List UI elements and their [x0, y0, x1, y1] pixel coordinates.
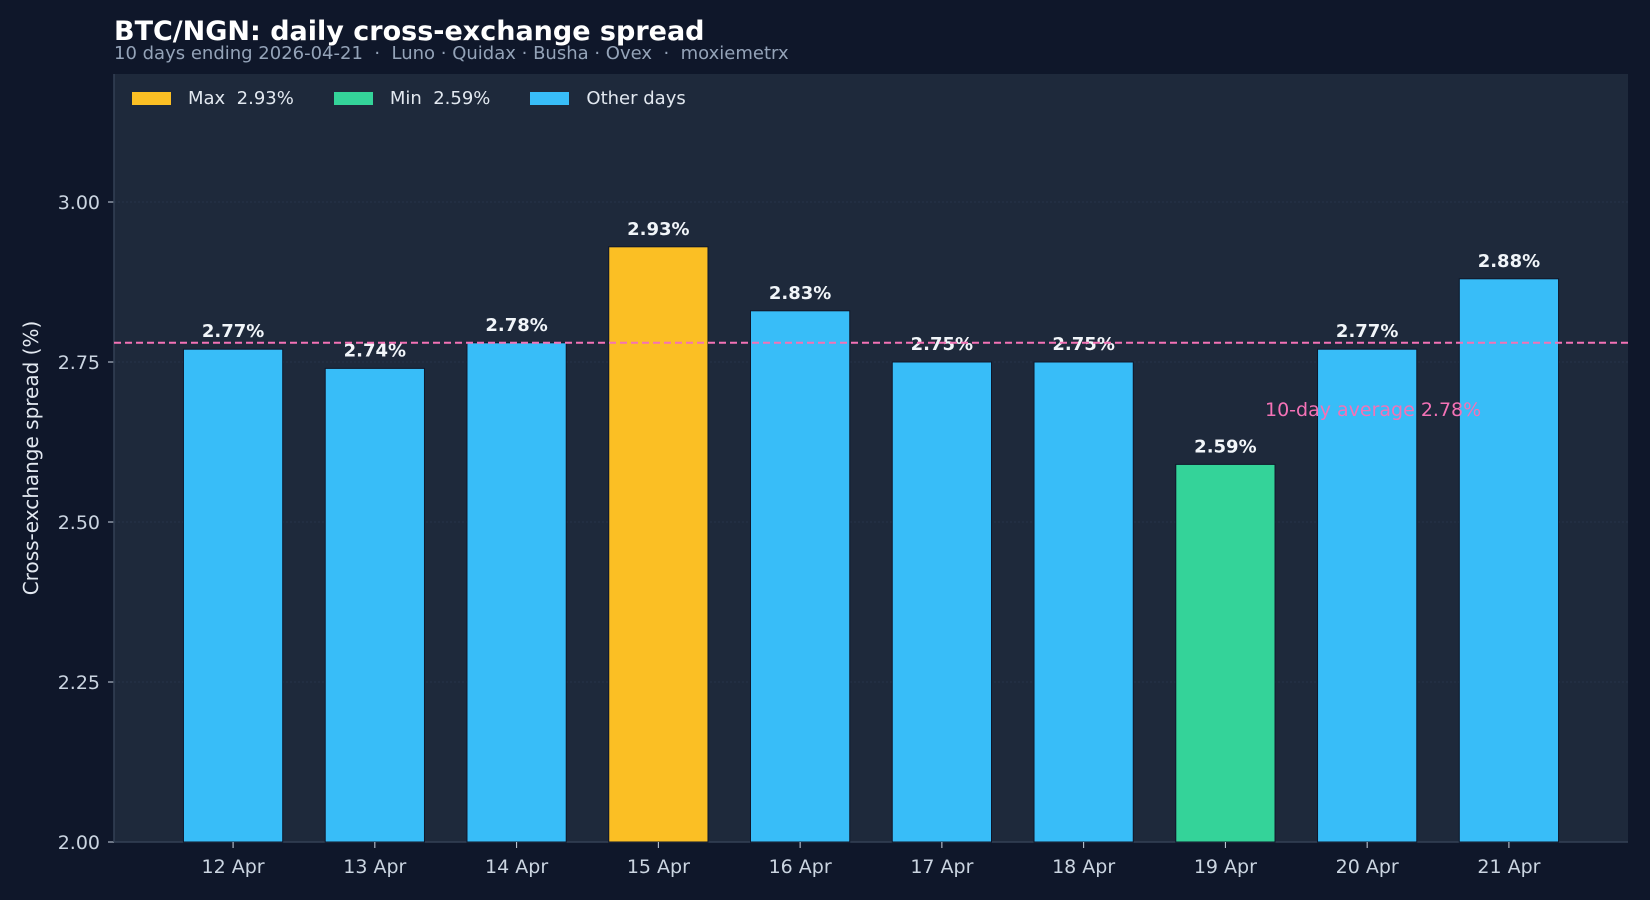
bar-16-apr [750, 310, 851, 843]
chart-title: BTC/NGN: daily cross-exchange spread [114, 16, 705, 47]
bar-18-apr [1033, 361, 1134, 843]
x-tick-label: 16 Apr [769, 856, 832, 878]
average-label: 10-day average 2.78% [1265, 399, 1481, 421]
x-tick-label: 14 Apr [485, 856, 548, 878]
legend-item-max: Max 2.93% [132, 88, 294, 109]
data-label: 2.83% [769, 283, 831, 304]
bar-17-apr [891, 361, 992, 843]
x-tick-label: 18 Apr [1052, 856, 1115, 878]
bar-15-apr [608, 246, 709, 843]
legend-swatch-max [132, 92, 171, 105]
data-label: 2.75% [911, 334, 973, 355]
data-label: 2.74% [344, 340, 406, 361]
bar-19-apr [1175, 463, 1276, 843]
legend-label: Max 2.93% [188, 88, 294, 109]
x-tick-label: 20 Apr [1336, 856, 1399, 878]
x-tick-label: 13 Apr [343, 856, 406, 878]
bar-13-apr [324, 367, 425, 843]
y-tick-label: 2.00 [58, 832, 100, 854]
legend-label: Other days [586, 88, 686, 109]
x-tick-label: 19 Apr [1194, 856, 1257, 878]
legend-swatch-other [530, 92, 570, 105]
chart-subtitle: 10 days ending 2026-04-21 · Luno · Quida… [114, 43, 789, 64]
y-tick-label: 3.00 [58, 192, 100, 214]
x-tick-label: 21 Apr [1477, 856, 1540, 878]
data-label: 2.78% [485, 315, 547, 336]
legend: Max 2.93% Min 2.59% Other days [132, 88, 726, 109]
bar-12-apr [182, 348, 284, 843]
bar-20-apr [1317, 348, 1418, 843]
data-label: 2.88% [1478, 251, 1540, 272]
bar-21-apr [1458, 278, 1560, 843]
legend-item-min: Min 2.59% [333, 88, 491, 109]
legend-item-other: Other days [530, 88, 686, 109]
y-tick-label: 2.25 [58, 672, 100, 694]
data-label: 2.59% [1194, 436, 1256, 457]
x-tick-label: 17 Apr [910, 856, 973, 878]
data-label: 2.77% [1336, 321, 1398, 342]
legend-swatch-min [333, 92, 373, 105]
data-label: 2.75% [1052, 334, 1114, 355]
y-tick-label: 2.50 [58, 512, 100, 534]
data-label: 2.77% [202, 321, 264, 342]
x-tick-label: 15 Apr [627, 856, 690, 878]
bar-14-apr [466, 342, 567, 843]
y-axis-label: Cross-exchange spread (%) [19, 321, 43, 596]
data-label: 2.93% [627, 219, 689, 240]
legend-label: Min 2.59% [389, 88, 491, 109]
x-tick-label: 12 Apr [202, 856, 265, 878]
y-tick-label: 2.75 [58, 352, 100, 374]
